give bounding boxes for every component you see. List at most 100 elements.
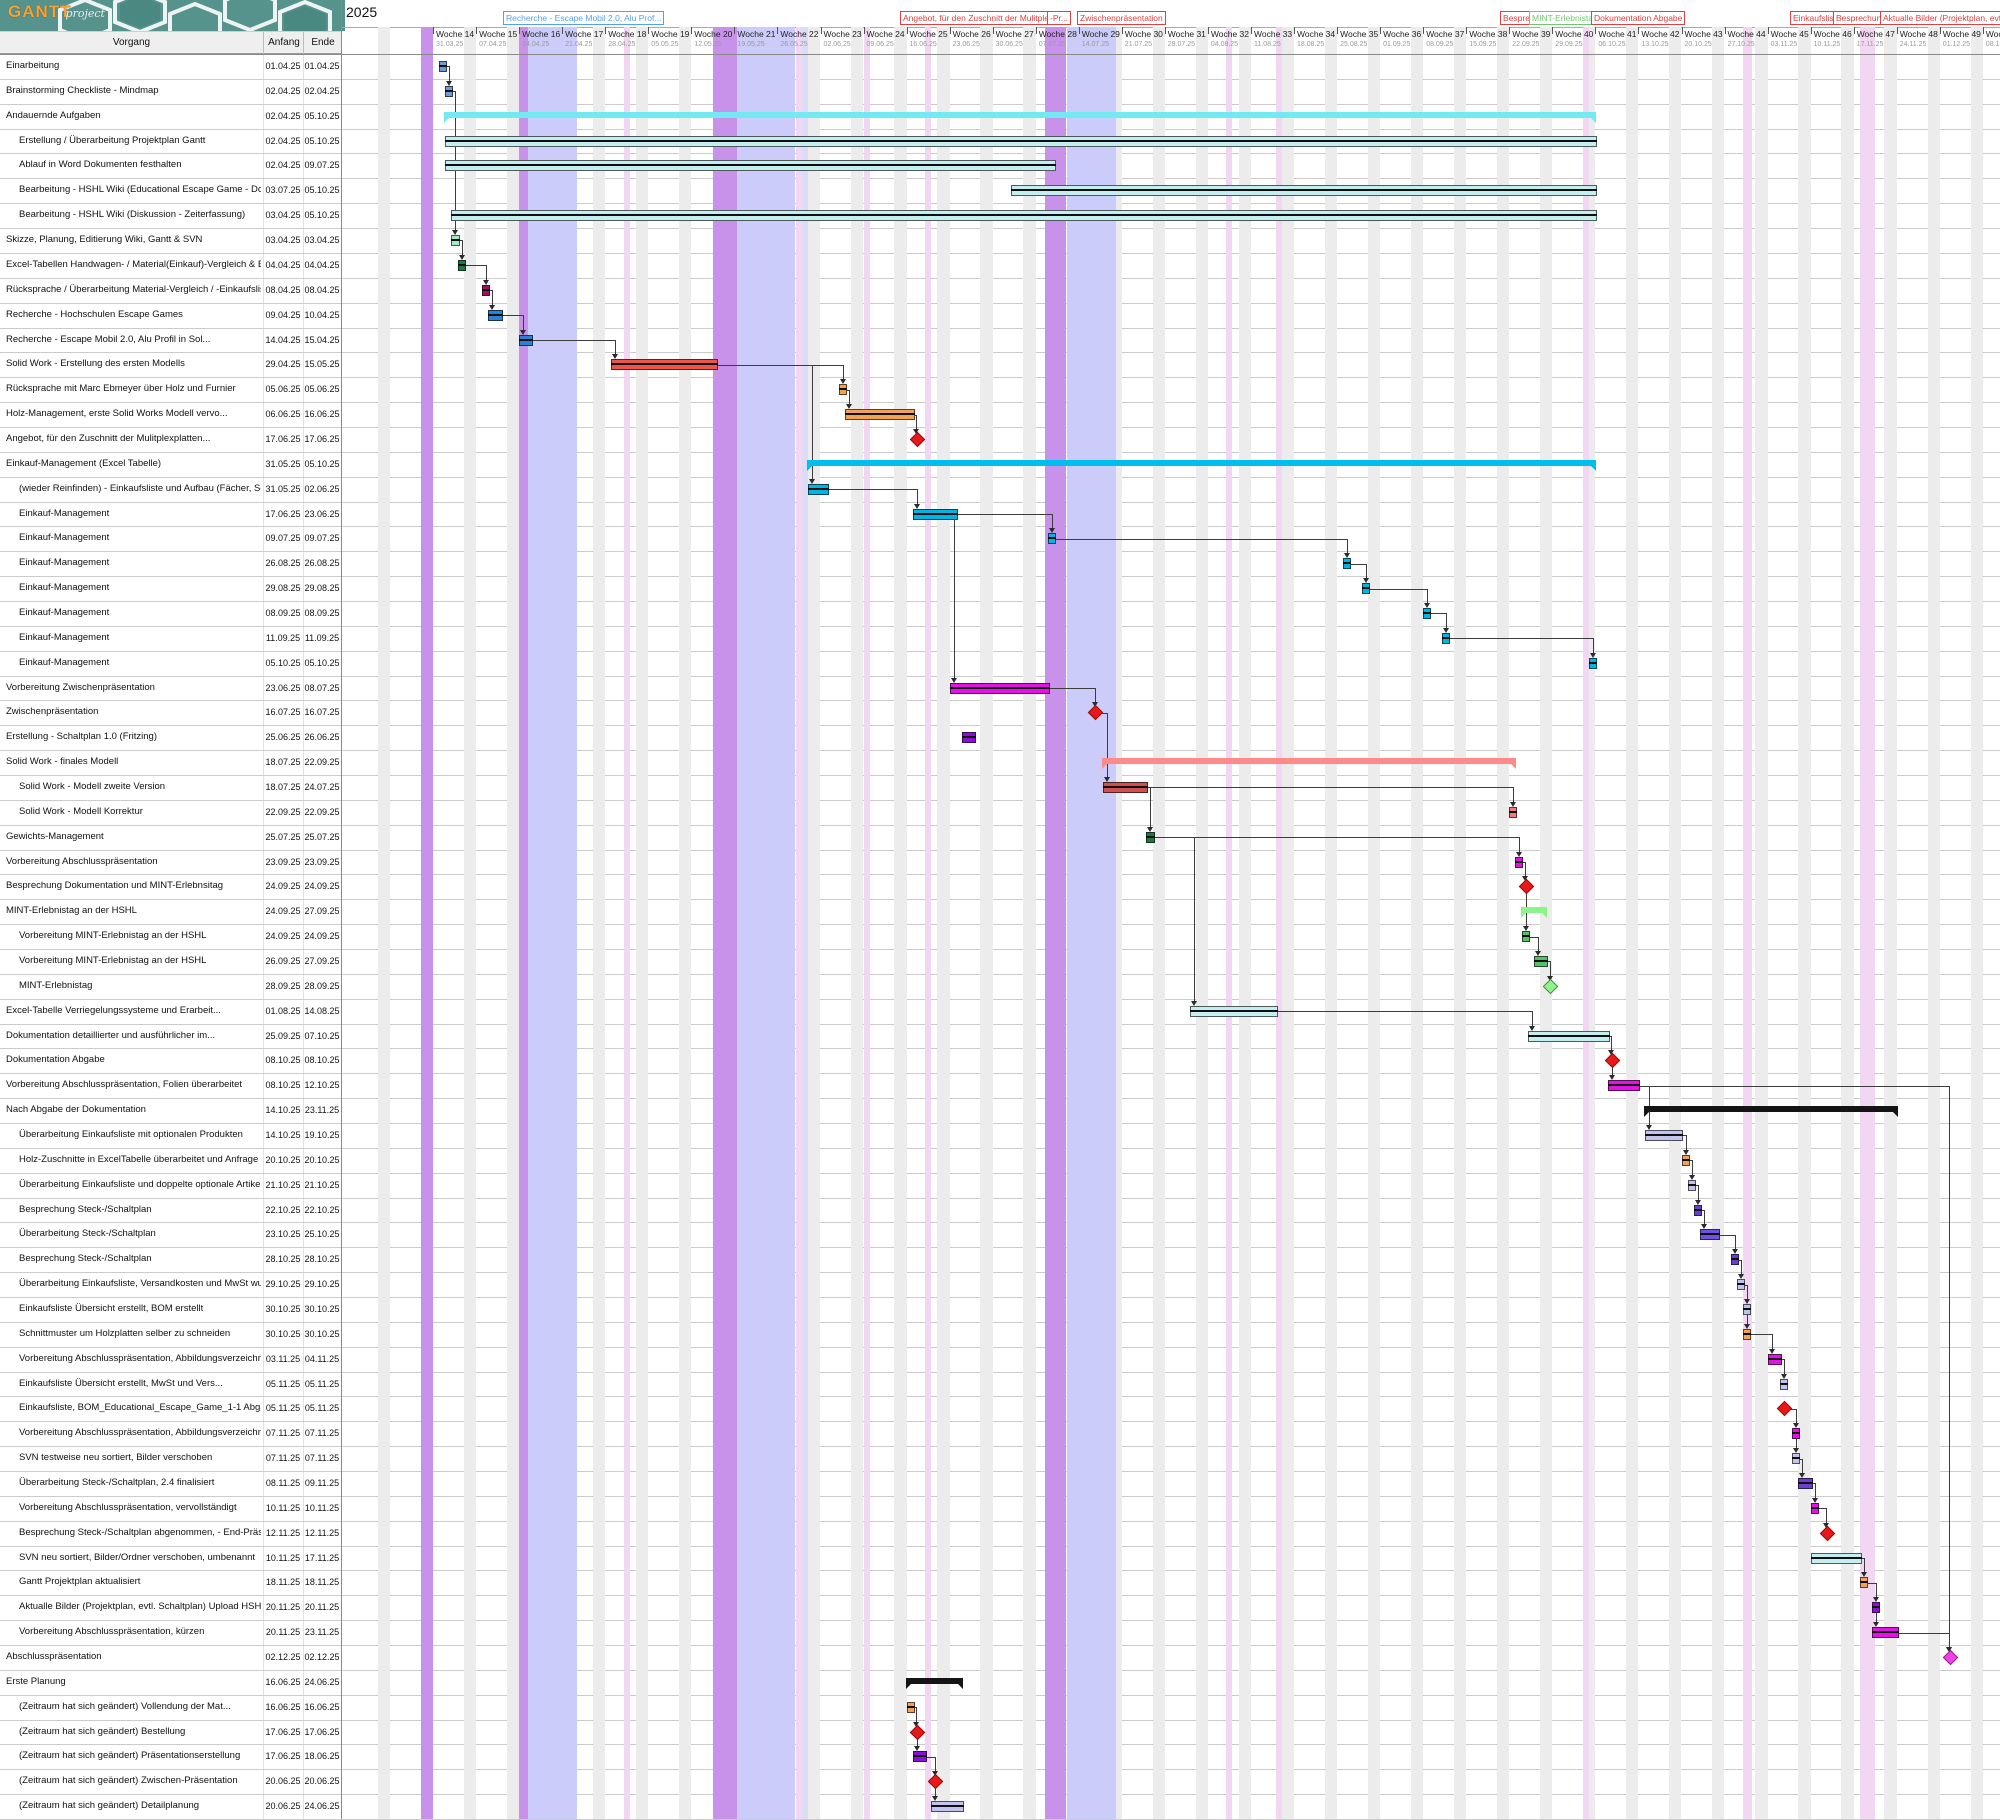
gantt-bar[interactable] (1509, 806, 1518, 818)
gantt-bar[interactable] (845, 409, 915, 420)
table-row[interactable]: SVN neu sortiert, Bilder/Ordner verschob… (0, 1546, 341, 1571)
table-row[interactable]: Vorbereitung Zwischenpräsentation 23.06.2… (0, 676, 341, 701)
table-row[interactable]: Einarbeitung 01.04.25 01.04.25 (0, 54, 341, 79)
gantt-bar[interactable] (906, 1701, 915, 1713)
table-row[interactable]: Besprechung Steck-/Schaltplan 22.10.25 22.… (0, 1198, 341, 1223)
table-row[interactable]: Erstellung - Schaltplan 1.0 (Fritzing) 25… (0, 725, 341, 750)
table-row[interactable]: Holz-Management, erste Solid Works Model… (0, 402, 341, 427)
summary-bar[interactable] (444, 111, 1597, 118)
gantt-bar[interactable] (1798, 1478, 1813, 1489)
gantt-bar[interactable] (1146, 831, 1155, 843)
gantt-bar[interactable] (1423, 607, 1432, 619)
gantt-bar[interactable] (439, 61, 448, 72)
summary-bar[interactable] (1102, 758, 1517, 765)
gantt-bar[interactable] (451, 210, 1598, 222)
column-header-start[interactable]: Anfang (263, 32, 304, 54)
table-row[interactable]: Solid Work - Erstellung des ersten Model… (0, 352, 341, 377)
summary-bar[interactable] (807, 459, 1597, 466)
table-row[interactable]: (Zeitraum hat sich geändert) Bestellung 1… (0, 1720, 341, 1745)
gantt-bar[interactable] (611, 359, 718, 371)
summary-bar[interactable] (1643, 1106, 1898, 1113)
table-row[interactable]: Rücksprache / Überarbeitung Material-Ver… (0, 278, 341, 303)
table-row[interactable]: Excel-Tabellen Handwagen- / Material(Ein… (0, 253, 341, 278)
table-row[interactable]: (wieder Reinfinden) - Einkaufsliste und … (0, 477, 341, 502)
gantt-bar[interactable] (1810, 1502, 1819, 1514)
table-row[interactable]: Einkauf-Management 08.09.25 08.09.25 (0, 601, 341, 626)
table-row[interactable]: Einkauf-Management 09.07.25 09.07.25 (0, 526, 341, 551)
table-row[interactable]: Rücksprache mit Marc Ebmeyer über Holz u… (0, 377, 341, 402)
table-row[interactable]: Erste Planung 16.06.25 24.06.25 (0, 1670, 341, 1695)
gantt-bar[interactable] (1872, 1602, 1881, 1614)
gantt-bar[interactable] (1644, 1129, 1684, 1141)
gantt-bar[interactable] (519, 334, 534, 346)
gantt-bar[interactable] (1687, 1179, 1696, 1191)
table-row[interactable]: Überarbeitung Einkaufsliste mit optional… (0, 1123, 341, 1148)
table-row[interactable]: Excel-Tabelle Verriegelungssysteme und E… (0, 999, 341, 1024)
gantt-bar[interactable] (1681, 1154, 1690, 1166)
gantt-bar[interactable] (931, 1801, 964, 1813)
gantt-bar[interactable] (1693, 1204, 1702, 1216)
milestone-diamond[interactable] (909, 431, 925, 448)
table-row[interactable]: Nach Abgabe der Dokumentation 14.10.25 23.… (0, 1098, 341, 1123)
table-row[interactable]: Einkauf-Management 26.08.25 26.08.25 (0, 551, 341, 576)
table-row[interactable]: Überarbeitung Steck-/Schaltplan 23.10.25 2… (0, 1222, 341, 1247)
gantt-bar[interactable] (1743, 1304, 1752, 1315)
table-row[interactable]: Vorbereitung Abschlusspräsentation, Abbi… (0, 1347, 341, 1372)
table-row[interactable]: Abschlusspräsentation 02.12.25 02.12.25 (0, 1645, 341, 1670)
gantt-bar[interactable] (1011, 185, 1598, 197)
gantt-bar[interactable] (1521, 931, 1530, 943)
gantt-bar[interactable] (445, 160, 1057, 172)
gantt-bar[interactable] (1779, 1378, 1788, 1390)
gantt-bar[interactable] (1872, 1627, 1899, 1639)
table-row[interactable]: Bearbeitung - HSHL Wiki (Diskussion - Ze… (0, 203, 341, 228)
table-row[interactable]: Andauernde Aufgaben 02.04.25 05.10.25 (0, 104, 341, 129)
gantt-bar[interactable] (1589, 657, 1598, 669)
milestone-diamond[interactable] (1819, 1525, 1836, 1541)
table-row[interactable]: Ablauf in Word Dokumenten festhalten 02.0… (0, 153, 341, 178)
table-row[interactable]: Dokumentation Abgabe 08.10.25 08.10.25 (0, 1048, 341, 1073)
gantt-bar[interactable] (457, 259, 466, 271)
table-row[interactable]: Einkauf-Management 05.10.25 05.10.25 (0, 651, 341, 676)
table-row[interactable]: (Zeitraum hat sich geändert) Vollendung … (0, 1695, 341, 1720)
table-row[interactable]: Besprechung Dokumentation und MINT-Erleb… (0, 874, 341, 899)
table-chart-divider[interactable] (341, 0, 342, 1819)
table-row[interactable]: Einkauf-Management 11.09.25 11.09.25 (0, 626, 341, 651)
gantt-bar[interactable] (1810, 1552, 1862, 1564)
table-row[interactable]: (Zeitraum hat sich geändert) Detailplanu… (0, 1794, 341, 1819)
table-row[interactable]: Vorbereitung Abschlusspräsentation, Foli… (0, 1073, 341, 1098)
table-row[interactable]: Zwischenpräsentation 16.07.25 16.07.25 (0, 700, 341, 725)
gantt-bar[interactable] (451, 235, 460, 246)
table-row[interactable]: Gewichts-Management 25.07.25 25.07.25 (0, 825, 341, 850)
gantt-bar[interactable] (949, 682, 1050, 694)
table-row[interactable]: Gantt Projektplan aktualisiert 18.11.25 18… (0, 1570, 341, 1595)
milestone-diamond[interactable] (1942, 1649, 1959, 1666)
gantt-bar[interactable] (838, 384, 847, 396)
gantt-bar[interactable] (1699, 1229, 1721, 1241)
summary-bar[interactable] (905, 1677, 963, 1684)
gantt-bar[interactable] (1730, 1254, 1739, 1266)
table-row[interactable]: Einkauf-Management 29.08.25 29.08.25 (0, 576, 341, 601)
table-row[interactable]: Holz-Zuschnitte in ExcelTabelle überarbe… (0, 1148, 341, 1173)
table-row[interactable]: Einkauf-Management 17.06.25 23.06.25 (0, 502, 341, 527)
table-row[interactable]: MINT-Erlebnistag 28.09.25 28.09.25 (0, 974, 341, 999)
gantt-bar[interactable] (808, 483, 829, 495)
gantt-bar[interactable] (912, 508, 958, 520)
table-row[interactable]: Vorbereitung Abschlusspräsentation 23.09.… (0, 850, 341, 875)
gantt-bar[interactable] (1792, 1428, 1801, 1440)
summary-bar[interactable] (1520, 907, 1548, 914)
table-row[interactable]: Brainstorming Checkliste - Mindmap 02.04.… (0, 79, 341, 104)
table-row[interactable]: MINT-Erlebnistag an der HSHL 24.09.25 27.0… (0, 899, 341, 924)
table-row[interactable]: Vorbereitung MINT-Erlebnistag an der HSH… (0, 924, 341, 949)
gantt-bar[interactable] (1743, 1328, 1752, 1340)
gantt-bar[interactable] (1048, 533, 1057, 545)
table-row[interactable]: Besprechung Steck-/Schaltplan 28.10.25 28.… (0, 1247, 341, 1272)
gantt-bar[interactable] (1533, 955, 1549, 967)
table-row[interactable]: Solid Work - Modell zweite Version 18.07.… (0, 775, 341, 800)
milestone-diamond[interactable] (1604, 1053, 1620, 1069)
table-row[interactable]: Einkauf-Management (Excel Tabelle) 31.05.… (0, 452, 341, 477)
table-row[interactable]: Erstellung / Überarbeitung Projektplan G… (0, 129, 341, 154)
gantt-bar[interactable] (961, 732, 977, 744)
gantt-bar[interactable] (488, 309, 503, 321)
table-row[interactable]: Überarbeitung Steck-/Schaltplan, 2.4 fin… (0, 1471, 341, 1496)
gantt-bar[interactable] (1189, 1005, 1278, 1017)
